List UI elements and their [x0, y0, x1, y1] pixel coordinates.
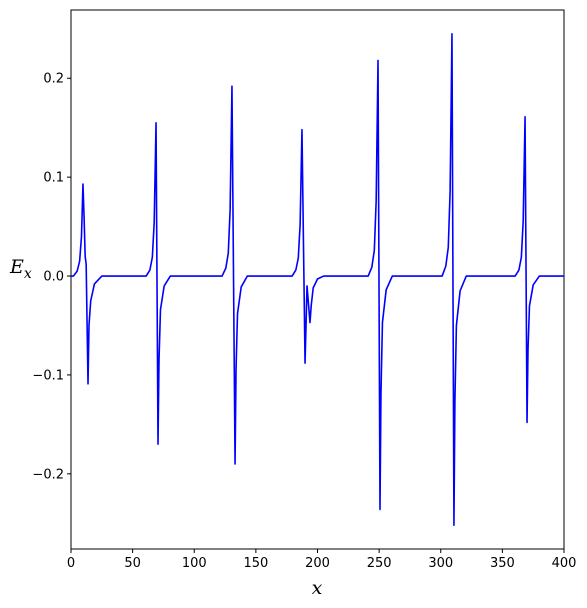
x-tick-label: 300 [428, 556, 453, 571]
x-tick-label: 100 [182, 556, 207, 571]
x-tick-label: 400 [552, 556, 577, 571]
x-tick-label: 50 [124, 556, 141, 571]
x-tick-label: 150 [243, 556, 268, 571]
line-series [71, 32, 564, 527]
y-tick-label: 0.1 [43, 171, 64, 186]
x-axis-label: x [312, 577, 323, 599]
y-tick-label: 0.2 [43, 72, 64, 87]
y-tick-label: −0.1 [32, 368, 64, 383]
y-tick-label: −0.2 [32, 467, 64, 482]
x-tick-label: 350 [490, 556, 515, 571]
y-axis-label-main: E [9, 256, 24, 278]
y-axis-label-sub: x [24, 266, 32, 282]
x-tick-label: 250 [367, 556, 392, 571]
x-tick-label: 200 [305, 556, 330, 571]
y-axis-label: Ex [9, 256, 32, 282]
y-tick-label: 0.0 [43, 270, 64, 285]
x-tick-label: 0 [67, 556, 75, 571]
